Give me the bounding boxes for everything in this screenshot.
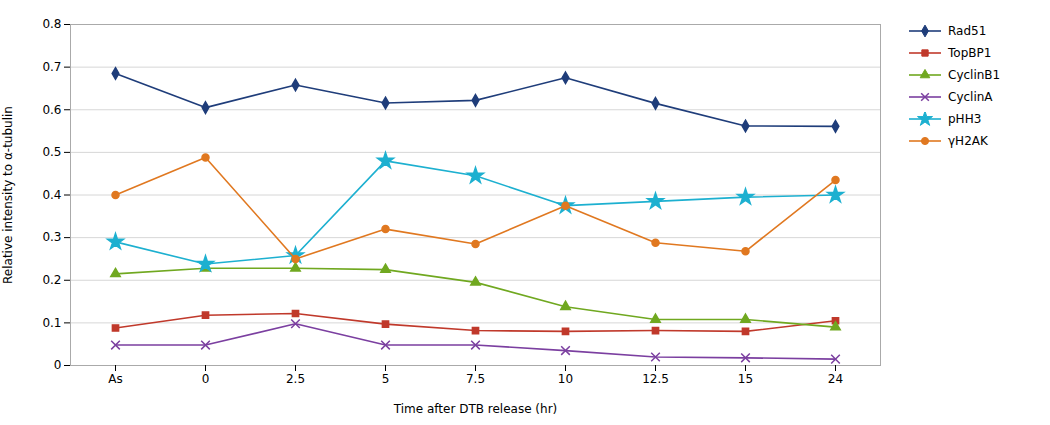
svg-text:7.5: 7.5 [466, 372, 485, 386]
svg-text:0.8: 0.8 [42, 17, 61, 31]
svg-text:Time after DTB release (hr): Time after DTB release (hr) [393, 402, 557, 416]
svg-text:0.2: 0.2 [42, 273, 61, 287]
svg-text:0.5: 0.5 [42, 145, 61, 159]
svg-text:Relative intensity to α-tubuli: Relative intensity to α-tubulin [1, 106, 15, 284]
svg-text:24: 24 [828, 372, 843, 386]
html-text:TopBP1: TopBP1 [948, 46, 992, 60]
html-text:CyclinB1: CyclinB1 [948, 68, 1001, 82]
html-text:pHH3: pHH3 [948, 112, 982, 126]
svg-text:0.6: 0.6 [42, 103, 61, 117]
html-text:CyclinA: CyclinA [948, 90, 993, 104]
svg-text:5: 5 [382, 372, 390, 386]
html-text:Rad51: Rad51 [948, 24, 987, 38]
svg-text:0.7: 0.7 [42, 60, 61, 74]
svg-text:15: 15 [738, 372, 753, 386]
svg-text:0.3: 0.3 [42, 230, 61, 244]
svg-text:0.1: 0.1 [42, 316, 61, 330]
svg-text:2.5: 2.5 [286, 372, 305, 386]
svg-text:As: As [108, 372, 122, 386]
svg-text:12.5: 12.5 [642, 372, 669, 386]
svg-text:0.4: 0.4 [42, 188, 61, 202]
svg-text:0: 0 [54, 358, 62, 372]
svg-text:0: 0 [202, 372, 210, 386]
svg-text:10: 10 [558, 372, 573, 386]
html-text:γH2AK: γH2AK [948, 134, 988, 148]
